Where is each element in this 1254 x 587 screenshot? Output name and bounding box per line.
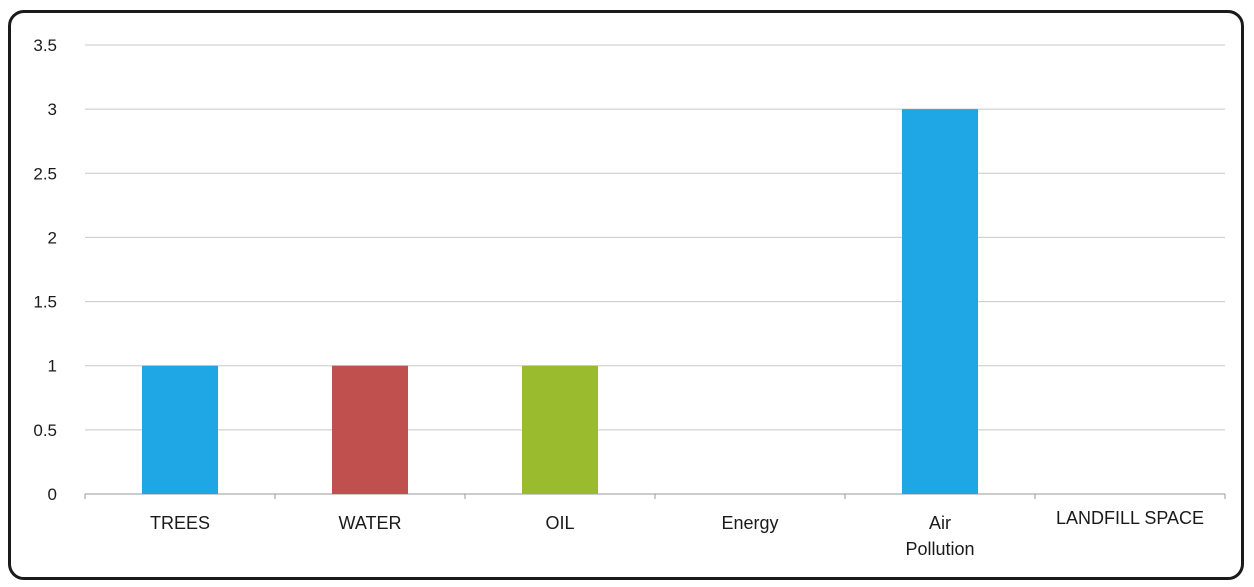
category-label: TREES — [150, 513, 210, 533]
y-tick-label: 2.5 — [33, 164, 57, 183]
y-tick-label: 1 — [48, 357, 57, 376]
y-tick-label: 1.5 — [33, 293, 57, 312]
x-axis-labels: TREES WATER OIL Energy Air Pollution LANDFILL … — [150, 508, 1204, 559]
y-tick-label: 0.5 — [33, 421, 57, 440]
category-label: Energy — [721, 513, 778, 533]
bar-oil — [522, 365, 598, 494]
y-axis-ticks: 0 0.5 1 1.5 2 2.5 3 3.5 — [33, 36, 57, 504]
category-label: Air Pollution — [905, 513, 974, 559]
bars — [142, 109, 978, 495]
category-label: LANDFILL SPACE — [1056, 508, 1204, 528]
bar-trees — [142, 365, 218, 494]
bar-water — [332, 365, 408, 494]
category-label: WATER — [339, 513, 402, 533]
y-tick-label: 3.5 — [33, 36, 57, 55]
category-label: OIL — [545, 513, 574, 533]
bar-air-pollution — [902, 109, 978, 495]
y-tick-label: 0 — [48, 485, 57, 504]
y-tick-label: 2 — [48, 228, 57, 247]
gridlines — [84, 44, 1226, 499]
y-tick-label: 3 — [48, 100, 57, 119]
